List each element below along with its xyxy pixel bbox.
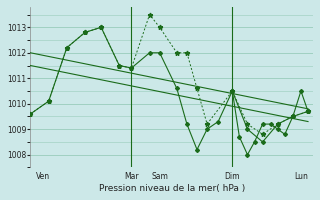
Text: Sam: Sam (151, 172, 168, 181)
Text: Mar: Mar (124, 172, 139, 181)
Text: Dim: Dim (225, 172, 240, 181)
Text: Lun: Lun (294, 172, 308, 181)
Text: Ven: Ven (36, 172, 50, 181)
X-axis label: Pression niveau de la mer( hPa ): Pression niveau de la mer( hPa ) (99, 184, 245, 193)
